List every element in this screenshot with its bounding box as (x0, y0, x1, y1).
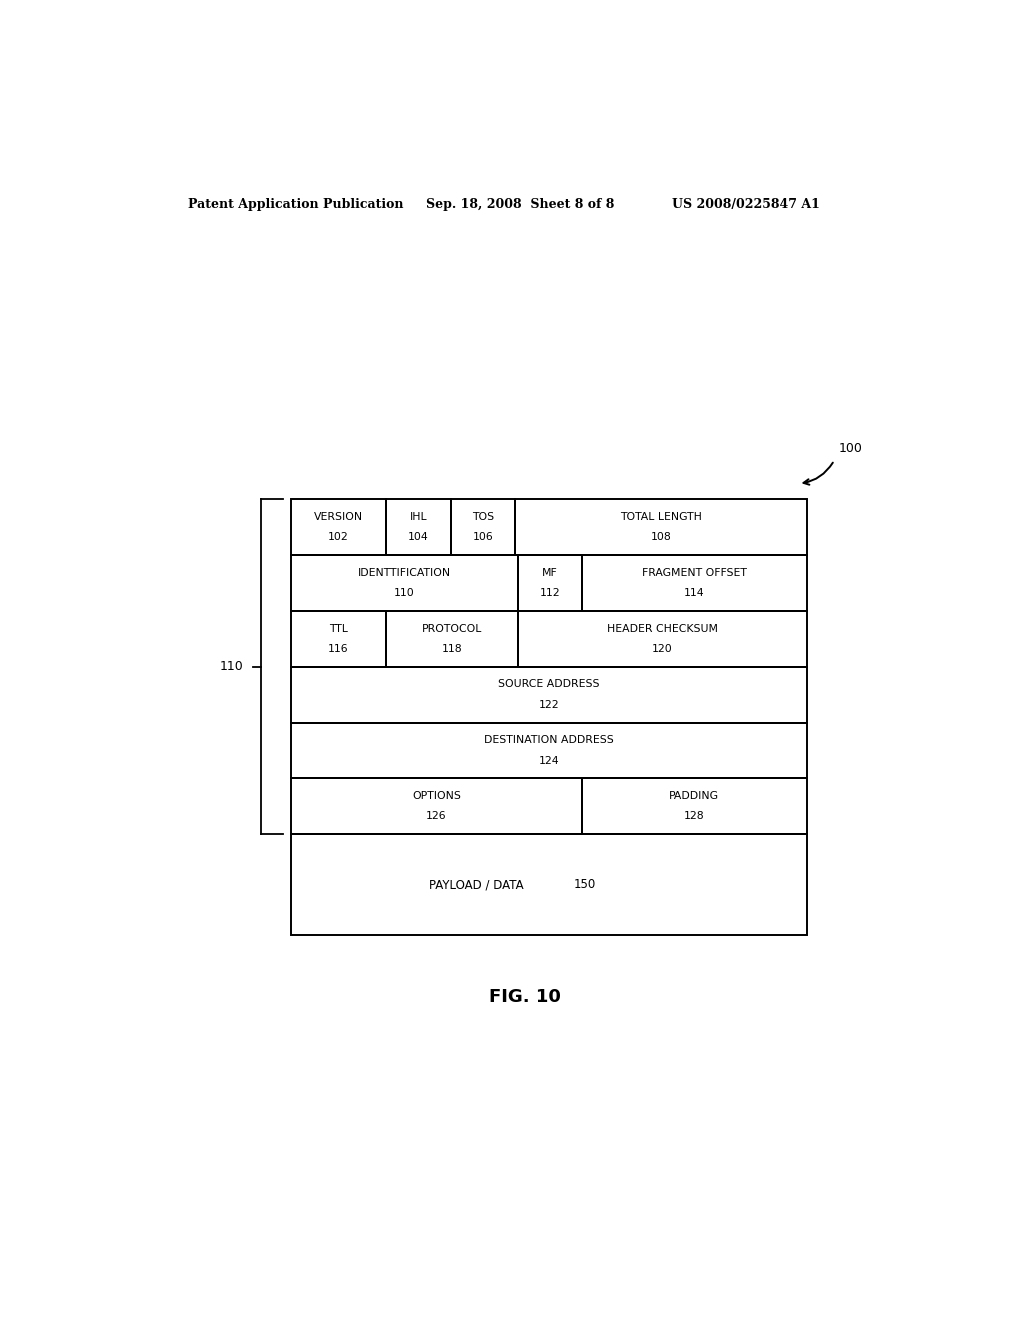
Text: 100: 100 (839, 442, 862, 454)
Text: US 2008/0225847 A1: US 2008/0225847 A1 (672, 198, 819, 211)
Text: 120: 120 (651, 644, 673, 653)
Bar (515, 499, 807, 554)
Text: Sep. 18, 2008  Sheet 8 of 8: Sep. 18, 2008 Sheet 8 of 8 (426, 198, 614, 211)
Text: TTL: TTL (329, 623, 348, 634)
Text: IHL: IHL (410, 512, 427, 521)
Bar (582, 779, 807, 834)
Bar (291, 722, 807, 779)
Text: 122: 122 (539, 700, 559, 710)
Text: PADDING: PADDING (670, 791, 719, 801)
Bar (518, 611, 807, 667)
Text: 102: 102 (328, 532, 349, 543)
Text: Patent Application Publication: Patent Application Publication (187, 198, 403, 211)
Bar (291, 554, 518, 611)
Text: FIG. 10: FIG. 10 (488, 987, 561, 1006)
Bar (291, 834, 807, 935)
Text: VERSION: VERSION (313, 512, 362, 521)
Text: SOURCE ADDRESS: SOURCE ADDRESS (498, 680, 599, 689)
Bar (291, 667, 807, 722)
Bar (582, 554, 807, 611)
Text: 116: 116 (328, 644, 349, 653)
Text: 106: 106 (472, 532, 494, 543)
Text: MF: MF (542, 568, 558, 578)
Bar (291, 779, 582, 834)
Text: 124: 124 (539, 755, 559, 766)
Bar (386, 499, 451, 554)
Bar (518, 554, 582, 611)
Text: 118: 118 (441, 644, 462, 653)
Bar (386, 611, 518, 667)
Text: 108: 108 (650, 532, 671, 543)
Text: PAYLOAD / DATA: PAYLOAD / DATA (429, 878, 523, 891)
Text: 110: 110 (219, 660, 243, 673)
Text: DESTINATION ADDRESS: DESTINATION ADDRESS (483, 735, 613, 746)
Text: PROTOCOL: PROTOCOL (422, 623, 482, 634)
Text: TOS: TOS (472, 512, 494, 521)
Text: TOTAL LENGTH: TOTAL LENGTH (620, 512, 701, 521)
Text: IDENTTIFICATION: IDENTTIFICATION (357, 568, 451, 578)
Text: 110: 110 (394, 587, 415, 598)
Text: 112: 112 (540, 587, 560, 598)
Bar (291, 611, 386, 667)
Bar (291, 499, 386, 554)
Text: 150: 150 (573, 878, 596, 891)
Bar (451, 499, 515, 554)
Text: 114: 114 (684, 587, 705, 598)
Text: 126: 126 (426, 812, 446, 821)
Text: FRAGMENT OFFSET: FRAGMENT OFFSET (642, 568, 746, 578)
Text: HEADER CHECKSUM: HEADER CHECKSUM (606, 623, 718, 634)
Text: 104: 104 (408, 532, 429, 543)
Text: OPTIONS: OPTIONS (412, 791, 461, 801)
Text: 128: 128 (684, 812, 705, 821)
